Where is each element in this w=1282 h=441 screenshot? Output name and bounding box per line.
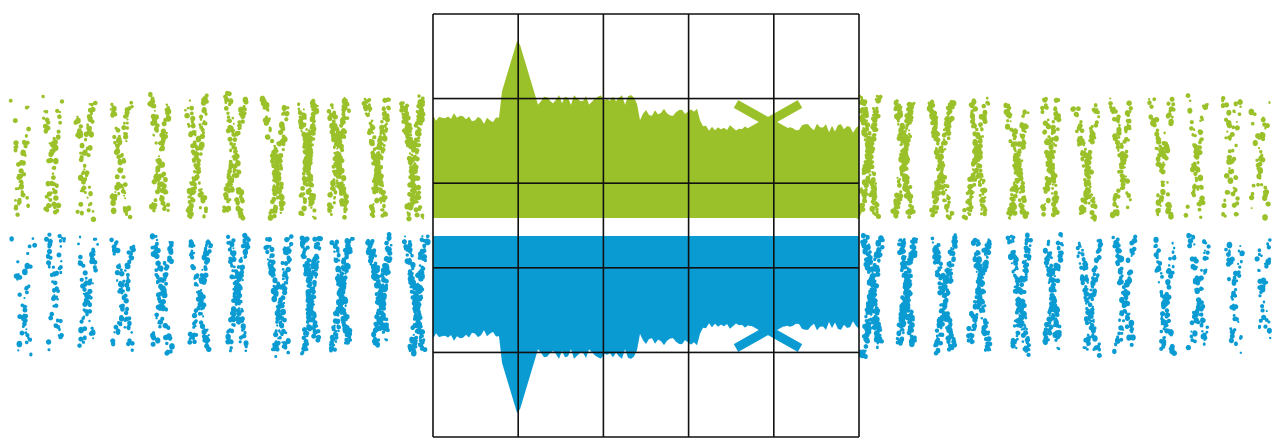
scatter-stroke bbox=[1078, 103, 1101, 216]
scatter-stroke bbox=[13, 105, 32, 217]
scatter-stroke bbox=[930, 236, 958, 352]
scatter-stroke bbox=[267, 104, 290, 221]
scatter-stroke bbox=[16, 237, 38, 352]
scatter-stroke bbox=[1082, 238, 1104, 351]
scatter-stroke bbox=[1006, 109, 1030, 220]
scatter-stroke bbox=[1111, 235, 1136, 347]
scatter-stroke bbox=[1075, 241, 1102, 359]
scatter-stroke bbox=[300, 235, 323, 356]
scatter-stroke bbox=[407, 234, 431, 357]
scatter-stroke bbox=[1254, 248, 1272, 340]
scatter-stroke bbox=[1147, 97, 1174, 220]
scatter-stroke bbox=[1040, 97, 1062, 217]
scatter-stroke bbox=[109, 100, 134, 215]
scatter-stroke bbox=[109, 102, 133, 220]
scatter-stroke bbox=[43, 99, 65, 213]
scatter-stroke bbox=[1010, 232, 1033, 350]
scatter-stroke bbox=[966, 238, 992, 345]
scatter-stroke bbox=[1257, 238, 1272, 330]
scatter-stroke bbox=[1228, 244, 1245, 344]
scatter-stroke bbox=[365, 238, 390, 342]
scatter-stroke bbox=[890, 101, 916, 219]
scatter-stroke bbox=[326, 96, 351, 216]
scatter-stroke bbox=[225, 232, 251, 353]
scatter-stroke bbox=[933, 233, 958, 356]
scatter-stroke bbox=[73, 115, 97, 223]
scatter-stroke bbox=[328, 236, 355, 353]
scatter-stroke bbox=[77, 235, 96, 340]
scatter-stroke bbox=[9, 236, 33, 357]
scatter-stroke bbox=[1005, 234, 1031, 358]
scatter-stroke bbox=[150, 240, 174, 347]
scatter-stroke bbox=[109, 237, 135, 352]
scatter-stroke bbox=[1221, 99, 1243, 218]
x-marks bbox=[733, 100, 803, 352]
scatter-stroke bbox=[1112, 234, 1138, 355]
scatter-stroke bbox=[45, 234, 66, 352]
scatter-stroke bbox=[855, 94, 883, 220]
left-scatter-waveforms bbox=[8, 90, 431, 358]
center-solid-waveforms bbox=[433, 41, 859, 413]
scatter-stroke bbox=[223, 90, 246, 221]
scatter-stroke bbox=[1109, 100, 1133, 219]
scatter-stroke bbox=[361, 97, 388, 218]
scatter-stroke bbox=[110, 244, 136, 347]
scatter-stroke bbox=[44, 232, 64, 340]
scatter-stroke bbox=[1159, 241, 1177, 351]
scatter-stroke bbox=[1042, 239, 1062, 351]
scatter-stroke bbox=[1153, 236, 1177, 357]
blue-waveform-area bbox=[433, 236, 859, 413]
scatter-stroke bbox=[926, 99, 955, 221]
scatter-stroke bbox=[1108, 97, 1132, 210]
grid-overlay bbox=[432, 13, 860, 438]
scatter-stroke bbox=[1185, 239, 1211, 351]
scatter-stroke bbox=[77, 237, 99, 348]
scatter-stroke bbox=[299, 235, 322, 343]
scatter-stroke bbox=[1185, 93, 1206, 219]
x-mark-stroke bbox=[733, 100, 803, 144]
scatter-stroke bbox=[188, 239, 212, 353]
scatter-stroke bbox=[185, 93, 209, 220]
scatter-stroke bbox=[858, 235, 885, 360]
scatter-stroke bbox=[1183, 102, 1209, 218]
scatter-stroke bbox=[1248, 108, 1271, 221]
scatter-stroke bbox=[895, 237, 918, 346]
scatter-stroke bbox=[1070, 106, 1098, 222]
scatter-stroke bbox=[399, 101, 425, 220]
scatter-stroke bbox=[368, 97, 391, 218]
scatter-stroke bbox=[147, 91, 171, 212]
scatter-stroke bbox=[271, 234, 294, 358]
scatter-stroke bbox=[970, 237, 993, 352]
green-waveform-area bbox=[433, 41, 859, 218]
scatter-stroke bbox=[371, 232, 393, 348]
scatter-stroke bbox=[222, 96, 249, 213]
scatter-stroke bbox=[1042, 231, 1064, 346]
scatter-stroke bbox=[961, 96, 991, 221]
x-mark-stroke bbox=[733, 308, 803, 352]
scatter-stroke bbox=[187, 239, 213, 345]
scatter-stroke bbox=[1248, 101, 1271, 210]
scatter-stroke bbox=[149, 233, 175, 356]
scatter-stroke bbox=[1186, 232, 1209, 346]
scatter-stroke bbox=[8, 98, 30, 209]
scatter-stroke bbox=[298, 98, 320, 216]
right-scatter-waveforms bbox=[855, 93, 1272, 360]
scatter-stroke bbox=[929, 99, 957, 218]
scatter-stroke bbox=[1155, 96, 1176, 217]
scatter-stroke bbox=[149, 103, 172, 213]
scatter-stroke bbox=[404, 94, 426, 222]
